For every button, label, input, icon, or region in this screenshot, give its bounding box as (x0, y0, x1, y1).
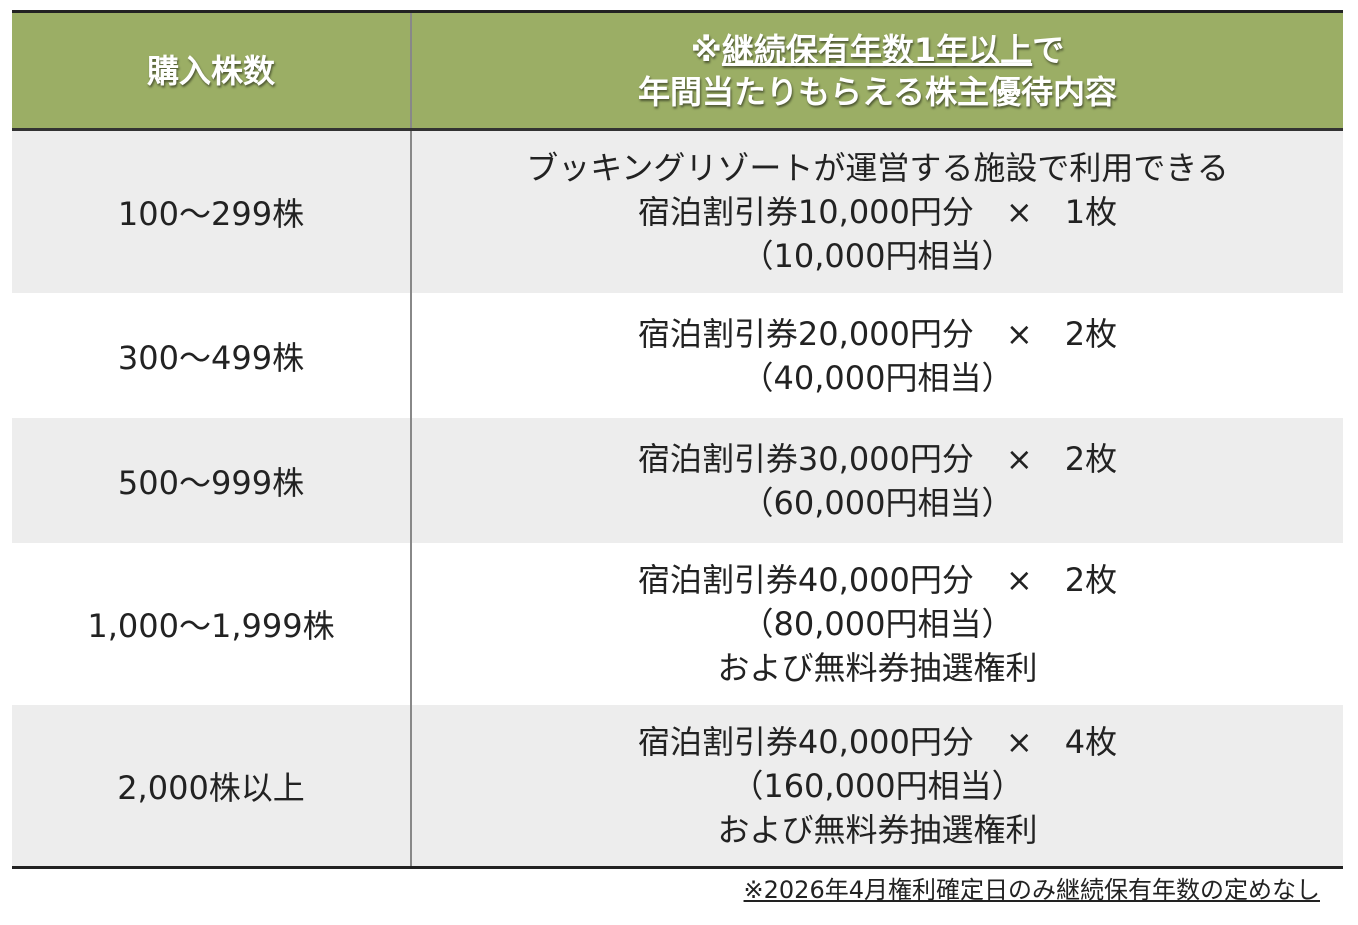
shares-cell: 500～999株 (12, 418, 412, 543)
benefit-cell: 宿泊割引券40,000円分 × 4枚 （160,000円相当） および無料券抽選権利 (412, 705, 1343, 866)
benefit-line: 宿泊割引券20,000円分 × 2枚 (637, 314, 1118, 353)
benefit-cell: 宿泊割引券20,000円分 × 2枚 （40,000円相当） (412, 293, 1343, 418)
footnote: ※2026年4月権利確定日のみ継続保有年数の定めなし (743, 876, 1320, 904)
table-row: 500～999株 宿泊割引券30,000円分 × 2枚 （60,000円相当） (12, 418, 1343, 543)
benefit-line: （10,000円相当） (741, 237, 1014, 275)
header-text: で (1032, 30, 1065, 69)
table-row: 300～499株 宿泊割引券20,000円分 × 2枚 （40,000円相当） (12, 293, 1343, 418)
header-text: 年間当たりもらえる株主優待内容 (637, 72, 1118, 111)
benefit-line: および無料券抽選権利 (717, 810, 1038, 849)
shares-cell: 1,000～1,999株 (12, 543, 412, 705)
benefit-line: （160,000円相当） (731, 766, 1024, 805)
shares-cell: 300～499株 (12, 293, 412, 418)
benefit-cell: 宿泊割引券30,000円分 × 2枚 （60,000円相当） (412, 418, 1343, 543)
header-line: 購入株数 (147, 50, 275, 92)
table: 購入株数 ※継続保有年数1年以上で 年間当たりもらえる株主優待内容 100～299株ブ… (12, 10, 1343, 869)
benefit-line: （80,000円相当） (741, 605, 1014, 643)
header-row: 購入株数 ※継続保有年数1年以上で 年間当たりもらえる株主優待内容 (12, 13, 1343, 131)
benefit-line: 宿泊割引券40,000円分 × 2枚 (637, 561, 1118, 599)
shares-cell: 2,000株以上 (12, 705, 412, 866)
benefit-cell: ブッキングリゾートが運営する施設で利用できる 宿泊割引券10,000円分 × 1枚… (412, 131, 1343, 293)
table-row: 1,000～1,999株 宿泊割引券40,000円分 × 2枚 （80,000円相当… (12, 543, 1343, 705)
benefit-line: ブッキングリゾートが運営する施設で利用できる (526, 149, 1229, 187)
benefit-line: 宿泊割引券30,000円分 × 2枚 (637, 439, 1118, 478)
benefit-line: および無料券抽選権利 (717, 649, 1038, 687)
header-line: ※継続保有年数1年以上で (691, 29, 1064, 71)
benefit-line: （60,000円相当） (741, 483, 1014, 522)
header-cell: ※継続保有年数1年以上で 年間当たりもらえる株主優待内容 (412, 13, 1343, 128)
benefit-line: 宿泊割引券10,000円分 × 1枚 (637, 193, 1118, 231)
header-text: ※ (690, 30, 722, 69)
header-text: 継続保有年数1年以上 (721, 30, 1033, 69)
shares-cell: 100～299株 (12, 131, 412, 293)
benefit-line: （40,000円相当） (741, 358, 1014, 397)
table-row: 2,000株以上 宿泊割引券40,000円分 × 4枚 （160,000円相当） およ… (12, 705, 1343, 866)
benefit-cell: 宿泊割引券40,000円分 × 2枚 （80,000円相当） および無料券抽選権利 (412, 543, 1343, 705)
table-row: 100～299株 ブッキングリゾートが運営する施設で利用できる 宿泊割引券10,00… (12, 131, 1343, 293)
header-cell: 購入株数 (12, 13, 412, 128)
header-text: 購入株数 (146, 51, 275, 90)
header-line: 年間当たりもらえる株主優待内容 (638, 71, 1117, 113)
benefit-line: 宿泊割引券40,000円分 × 4枚 (637, 722, 1118, 761)
